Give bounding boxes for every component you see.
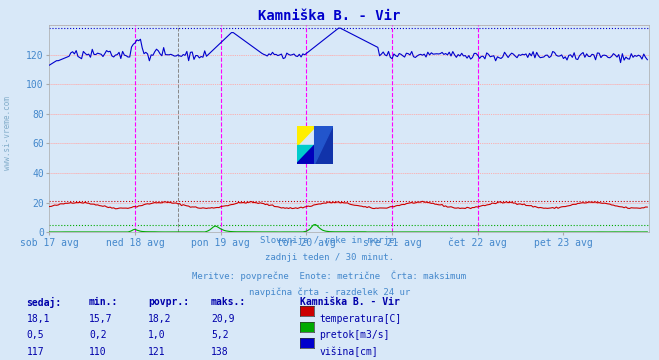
Text: pretok[m3/s]: pretok[m3/s] [320,330,390,341]
Text: Kamniška B. - Vir: Kamniška B. - Vir [258,9,401,23]
Polygon shape [297,126,315,145]
Text: navpična črta - razdelek 24 ur: navpična črta - razdelek 24 ur [249,288,410,297]
Bar [315,126,333,164]
Text: 15,7: 15,7 [89,314,113,324]
Text: sedaj:: sedaj: [26,297,61,308]
Text: 110: 110 [89,347,107,357]
Text: 5,2: 5,2 [211,330,229,341]
Text: min.:: min.: [89,297,119,307]
Polygon shape [297,145,315,164]
Text: 18,2: 18,2 [148,314,172,324]
Text: 117: 117 [26,347,44,357]
Text: 1,0: 1,0 [148,330,166,341]
Text: Kamniška B. - Vir: Kamniška B. - Vir [300,297,400,307]
Text: 138: 138 [211,347,229,357]
Text: 20,9: 20,9 [211,314,235,324]
Text: maks.:: maks.: [211,297,246,307]
Text: 18,1: 18,1 [26,314,50,324]
Text: 0,5: 0,5 [26,330,44,341]
Text: 0,2: 0,2 [89,330,107,341]
Text: temperatura[C]: temperatura[C] [320,314,402,324]
Text: povpr.:: povpr.: [148,297,189,307]
Polygon shape [315,126,333,164]
Text: 121: 121 [148,347,166,357]
Text: www.si-vreme.com: www.si-vreme.com [3,96,13,170]
Text: višina[cm]: višina[cm] [320,347,378,357]
Text: Meritve: povprečne  Enote: metrične  Črta: maksimum: Meritve: povprečne Enote: metrične Črta:… [192,270,467,281]
Polygon shape [297,145,315,164]
Text: zadnji teden / 30 minut.: zadnji teden / 30 minut. [265,253,394,262]
Text: Slovenija / reke in morje.: Slovenija / reke in morje. [260,236,399,245]
